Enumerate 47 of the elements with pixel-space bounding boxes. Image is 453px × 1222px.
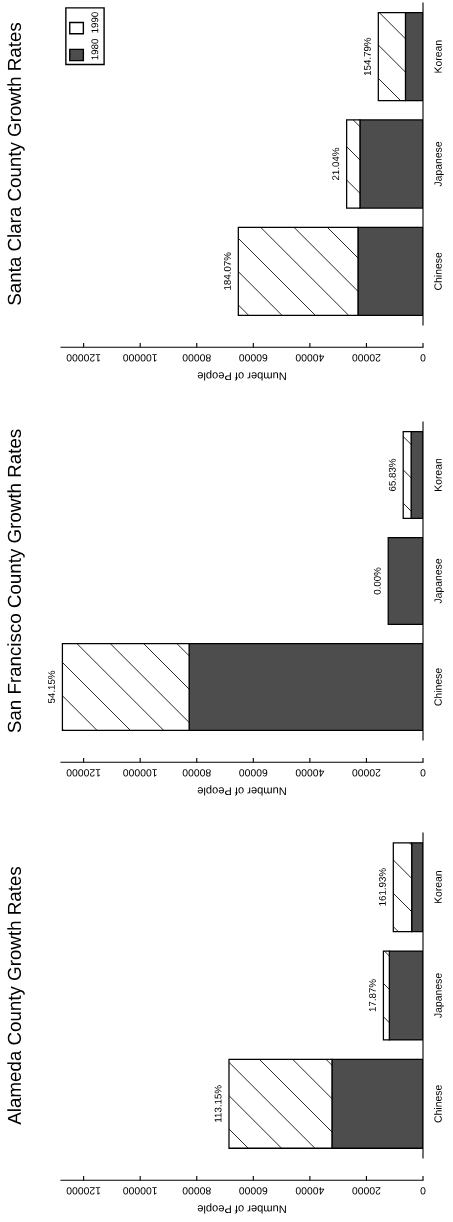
y-tick-label: Japanese — [434, 558, 444, 604]
legend-label: 1990 — [91, 12, 99, 33]
y-tick-label: Chinese — [434, 1085, 442, 1123]
x-tick-label: 40000 — [295, 354, 325, 362]
x-tick-label: 20000 — [352, 769, 381, 777]
x-tick-label: 80000 — [182, 769, 211, 777]
y-tick-label: Korean — [434, 458, 442, 491]
x-tick-label: 80000 — [182, 354, 211, 362]
x-tick-label: 120000 — [66, 354, 101, 362]
x-tick-label: 0 — [420, 1187, 426, 1195]
annotation: 0.00% — [373, 567, 381, 595]
y-tick-label: Japanese — [434, 973, 444, 1018]
annotation: 154.79% — [363, 37, 371, 76]
annotation: 113.15% — [214, 1085, 222, 1122]
annotation: 65.83% — [388, 458, 396, 491]
x-tick-label: 60000 — [239, 769, 268, 777]
text: Alameda County Growth Rates — [7, 866, 25, 1125]
text: Santa Clara County Growth Rates — [7, 22, 25, 305]
annotation: 54.15% — [48, 670, 55, 704]
x-tick-label: 40000 — [295, 1187, 325, 1195]
y-tick-label: Chinese — [434, 668, 442, 706]
y-tick-label: Chinese — [434, 252, 442, 290]
text: San Francisco County Growth Rates — [7, 429, 25, 733]
x-tick-label: 80000 — [182, 1187, 211, 1195]
y-tick-label: Korean — [434, 871, 442, 904]
x-tick-label: 100000 — [123, 354, 157, 362]
x-tick-label: 100000 — [123, 1187, 157, 1195]
y-tick-label: Japanese — [434, 141, 444, 187]
x-tick-label: 40000 — [295, 769, 325, 777]
annotation: 17.87% — [369, 979, 376, 1012]
legend-label: 1980 — [91, 38, 99, 60]
x-axis-title: Number of People — [197, 1203, 286, 1214]
annotation: 21.04% — [332, 147, 340, 180]
annotation: 184.07% — [223, 252, 231, 290]
x-tick-label: 120000 — [66, 1187, 101, 1195]
x-tick-label: 100000 — [123, 769, 157, 777]
y-tick-label: Korean — [434, 40, 442, 73]
x-tick-label: 60000 — [239, 354, 268, 362]
x-tick-label: 120000 — [66, 769, 101, 777]
annotation: 161.93% — [378, 868, 386, 906]
x-tick-label: 0 — [420, 769, 426, 777]
x-tick-label: 60000 — [239, 1187, 268, 1195]
x-tick-label: 20000 — [352, 354, 381, 362]
x-axis-title: Number of People — [197, 785, 286, 796]
x-axis-title: Number of People — [197, 370, 286, 381]
x-tick-label: 20000 — [352, 1187, 381, 1195]
x-tick-label: 0 — [420, 354, 426, 362]
